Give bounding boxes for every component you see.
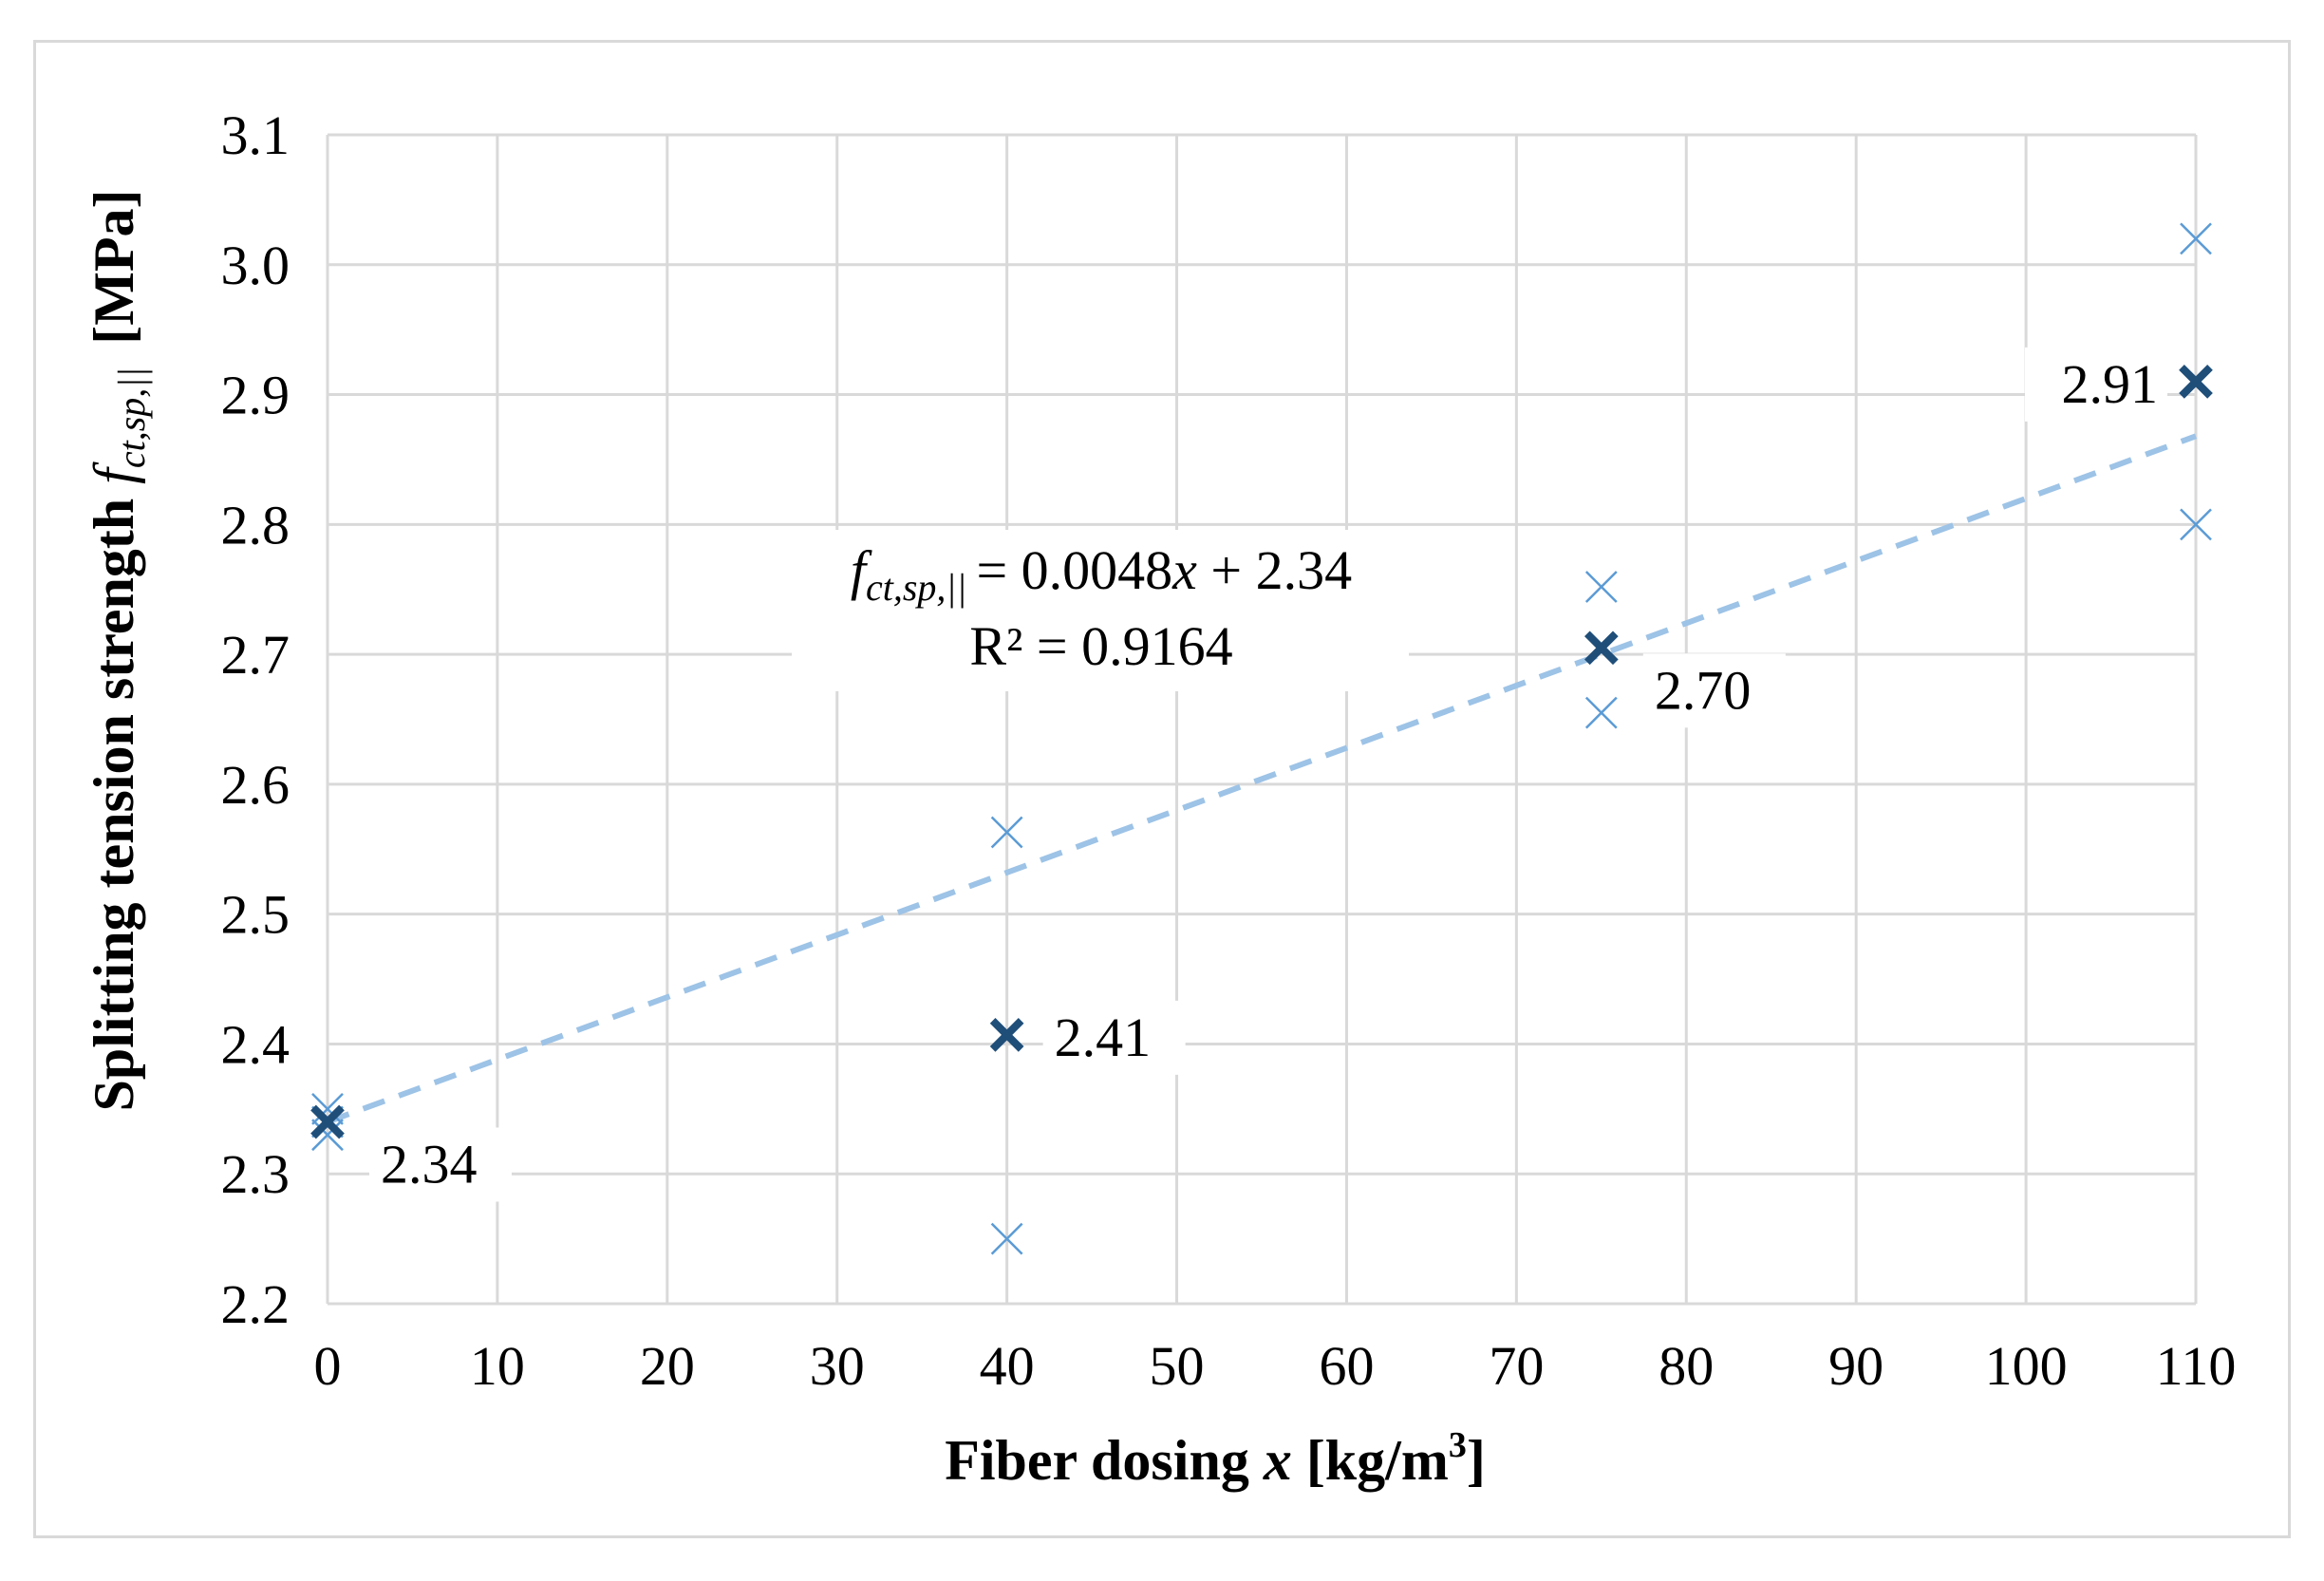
x-tick-label-9: 90: [1828, 1335, 1884, 1397]
x-axis-title: Fiber dosing x [kg/m3]: [945, 1425, 1486, 1492]
mean-marker-0: [310, 1104, 345, 1139]
marker-stroke-b: [1584, 631, 1619, 666]
x-tick-label-6: 60: [1319, 1335, 1374, 1397]
y-tick-label-2: 2.4: [221, 1013, 290, 1075]
y-tick-label-6: 2.8: [221, 494, 290, 555]
x-tick-labels: 0 10 20 30 40 50 60 70 80 90 100 110: [314, 1335, 2237, 1397]
y-tick-label-1: 2.3: [221, 1143, 290, 1205]
specimen-marker-0: [311, 1092, 344, 1125]
data-label-bg-1: [1042, 1000, 1186, 1075]
r-squared: R² = 0.9164: [969, 615, 1232, 677]
y-tick-label-7: 2.9: [221, 365, 290, 426]
equation-line: fct,sp,|| = 0.0048x + 2.34: [851, 539, 1352, 609]
x-tick-label-0: 0: [314, 1335, 342, 1397]
axis-titles: Fiber dosing x [kg/m3] Splitting tension…: [83, 189, 1486, 1492]
x-tick-label-8: 80: [1659, 1335, 1714, 1397]
equation-background: [792, 530, 1409, 691]
x-tick-label-11: 110: [2156, 1335, 2237, 1397]
x-tick-label-5: 50: [1150, 1335, 1205, 1397]
mean-marker-1: [989, 1018, 1024, 1052]
data-label-bg-0: [369, 1127, 512, 1202]
marker-stroke-b: [989, 1018, 1024, 1052]
y-tick-label-8: 3.0: [221, 235, 290, 296]
data-points: [310, 222, 2213, 1255]
y-tick-labels: 2.2 2.3 2.4 2.5 2.6 2.7 2.8 2.9 3.0 3.1: [221, 104, 290, 1335]
x-tick-label-10: 100: [1985, 1335, 2068, 1397]
specimen-marker-5: [1584, 571, 1618, 603]
y-tick-label-0: 2.2: [221, 1273, 290, 1335]
marker-stroke-b: [1584, 571, 1618, 603]
marker-stroke-b: [311, 1119, 344, 1152]
chart-frame: [33, 40, 2291, 1538]
marker-stroke-b: [2179, 365, 2213, 399]
y-tick-label-9: 3.1: [221, 104, 290, 166]
x-tick-label-1: 10: [470, 1335, 525, 1397]
marker-stroke-b: [311, 1092, 344, 1125]
x-tick-label-7: 70: [1489, 1335, 1544, 1397]
specimen-marker-8: [2180, 508, 2212, 541]
marker-stroke-b: [990, 816, 1023, 849]
y-tick-label-4: 2.6: [221, 754, 290, 816]
y-axis-title: Splitting tension strength fct,sp,||[MPa…: [83, 189, 153, 1111]
data-label-3: 2.91: [2062, 353, 2159, 415]
mean-marker-2: [1584, 631, 1619, 666]
data-label-2: 2.70: [1655, 659, 1752, 721]
specimen-marker-6: [1584, 696, 1618, 729]
specimen-marker-3: [990, 816, 1023, 849]
trendline-group: [326, 433, 2198, 1125]
data-label-bg-3: [2025, 347, 2167, 422]
data-label-1: 2.41: [1055, 1007, 1152, 1068]
marker-stroke-b: [310, 1104, 345, 1139]
y-tick-label-3: 2.5: [221, 884, 290, 946]
marker-stroke-b: [990, 1222, 1023, 1255]
trendline-equation: fct,sp,|| = 0.0048x + 2.34 R² = 0.9164: [792, 530, 1409, 691]
x-tick-label-4: 40: [980, 1335, 1035, 1397]
x-tick-label-3: 30: [810, 1335, 865, 1397]
specimen-marker-7: [2180, 222, 2212, 255]
marker-stroke-b: [2180, 508, 2212, 541]
specimen-marker-1: [311, 1119, 344, 1152]
data-label-bg-2: [1642, 653, 1786, 728]
data-labels: 2.34 2.41 2.70 2.91: [369, 347, 2167, 1202]
x-tick-label-2: 20: [640, 1335, 695, 1397]
data-label-0: 2.34: [381, 1134, 478, 1195]
mean-marker-3: [2179, 365, 2213, 399]
y-tick-label-5: 2.7: [221, 624, 290, 686]
specimen-marker-4: [990, 1222, 1023, 1255]
grid-lines: [326, 133, 2198, 1306]
marker-stroke-b: [1584, 696, 1618, 729]
marker-stroke-b: [2180, 222, 2212, 255]
trendline: [326, 433, 2198, 1125]
